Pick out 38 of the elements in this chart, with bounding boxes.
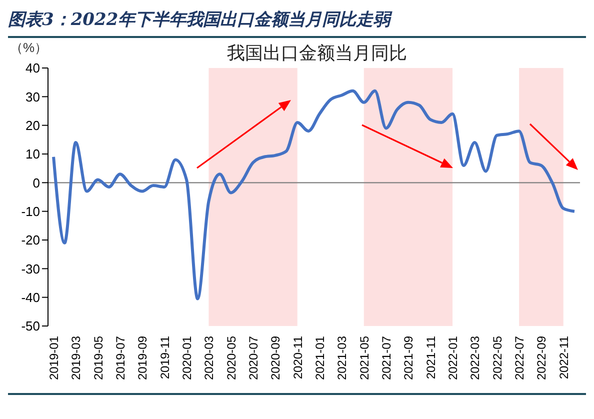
y-tick-label: -50 xyxy=(21,318,40,334)
x-tick-label: 2022-07 xyxy=(512,336,527,380)
x-tick-label: 2022-09 xyxy=(534,336,549,380)
x-tick-label: 2021-09 xyxy=(402,336,416,380)
x-tick-label: 2022-03 xyxy=(468,336,482,380)
x-tick-label: 2020-07 xyxy=(246,336,261,380)
y-tick-label: 30 xyxy=(26,89,40,104)
y-axis-title: （%） xyxy=(10,39,48,57)
x-tick-label: 2019-11 xyxy=(158,336,172,380)
x-tick-label: 2019-05 xyxy=(91,336,106,380)
y-tick-label: -30 xyxy=(21,261,40,276)
y-tick-label: 20 xyxy=(26,118,40,133)
y-tick-label: -40 xyxy=(21,290,40,305)
y-tick-label: -20 xyxy=(21,232,40,248)
x-tick-label: 2020-01 xyxy=(180,336,194,380)
x-tick-label: 2020-03 xyxy=(202,336,216,380)
x-tick-label: 2020-11 xyxy=(290,336,305,380)
chart-subtitle: 我国出口金额当月同比 xyxy=(226,42,408,65)
y-tick-label: 40 xyxy=(26,60,40,76)
y-tick-label: 10 xyxy=(26,146,40,162)
x-tick-label: 2021-01 xyxy=(313,336,328,380)
x-tick-label: 2021-03 xyxy=(335,336,350,380)
x-tick-label: 2022-01 xyxy=(446,336,460,380)
x-tick-label: 2022-05 xyxy=(490,336,504,380)
x-tick-label: 2019-07 xyxy=(114,336,128,380)
x-tick-label: 2021-07 xyxy=(380,336,394,380)
line-series xyxy=(52,89,576,300)
x-tick-label: 2022-11 xyxy=(556,336,571,380)
x-tick-label: 2020-05 xyxy=(224,336,238,380)
x-tick-label: 2019-03 xyxy=(69,336,84,380)
y-tick-label: -10 xyxy=(21,204,40,219)
x-tick-label: 2020-09 xyxy=(268,336,283,380)
y-tick-label: 0 xyxy=(32,175,40,190)
x-tick-label: 2019-09 xyxy=(136,336,150,380)
x-tick-label: 2021-11 xyxy=(424,336,438,380)
chart-title: 图表3：2022年下半年我国出口金额当月同比走弱 xyxy=(8,8,586,38)
x-tick-label: 2019-01 xyxy=(47,336,62,380)
x-tick-label: 2021-05 xyxy=(357,336,372,380)
